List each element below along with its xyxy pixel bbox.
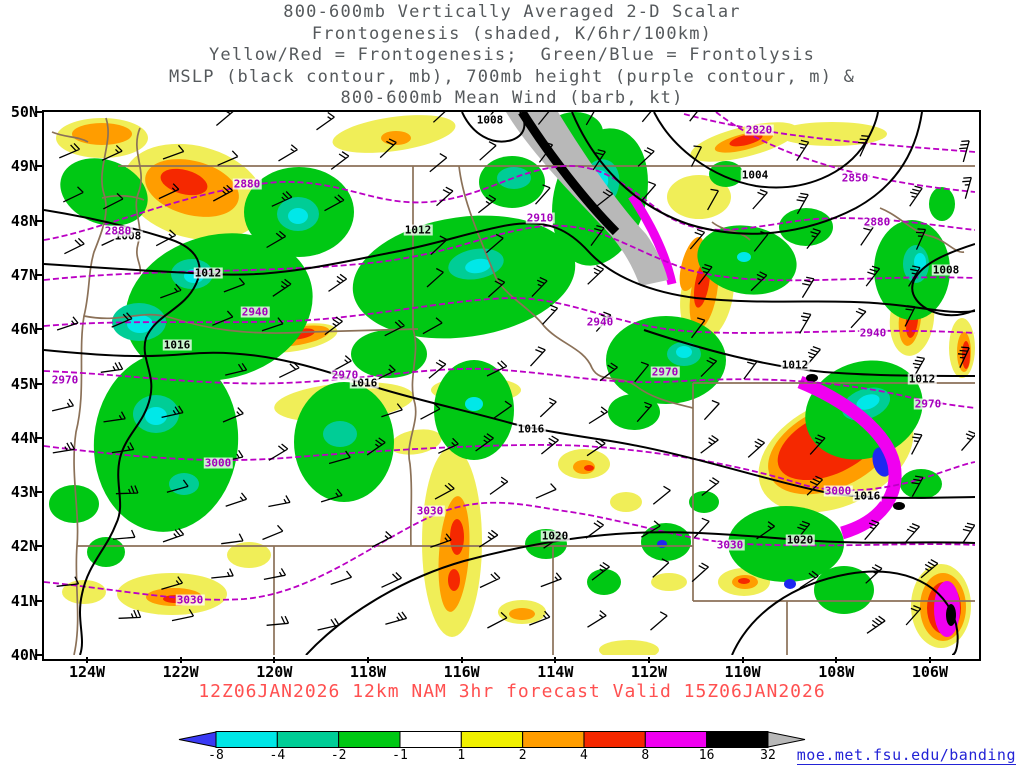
lon-tick (554, 657, 557, 663)
lat-label: 50N (10, 103, 38, 121)
lon-tick (928, 657, 931, 663)
lat-tick (35, 654, 42, 656)
colorbar-segment--2 to -1 (338, 731, 401, 748)
lat-tick (35, 599, 42, 602)
wind-barb-glyphs (51, 112, 975, 634)
lat-tick (35, 382, 42, 385)
lat-tick (35, 273, 42, 276)
forecast-caption: 12Z06JAN2026 12km NAM 3hr forecast Valid… (198, 681, 826, 702)
colorbar (178, 731, 806, 748)
colorbar-segment-4 to 8 (583, 731, 646, 748)
credit-link[interactable]: moe.met.fsu.edu/banding (796, 746, 1016, 765)
lat-tick (35, 436, 42, 439)
map-canvas (44, 112, 975, 655)
lon-tick (647, 657, 650, 663)
title-line: Yellow/Red = Frontogenesis; Green/Blue =… (208, 45, 816, 65)
colorbar-tick-label: 2 (518, 748, 527, 763)
lon-label: 108W (818, 663, 855, 681)
colorbar-segment-<-8 (178, 731, 217, 748)
lon-label: 122W (162, 663, 199, 681)
lon-tick (460, 657, 463, 663)
lat-label: 45N (10, 374, 38, 393)
lat-label: 46N (10, 320, 38, 339)
colorbar-tick-label: -8 (208, 748, 224, 763)
lon-tick (179, 657, 182, 663)
colorbar-tick-label: 8 (641, 748, 650, 763)
colorbar-segment--4 to -2 (276, 731, 340, 748)
colorbar-tick-label: -4 (269, 748, 286, 763)
colorbar-tick-label: 32 (760, 748, 776, 763)
colorbar-segment-2 to 4 (522, 731, 585, 748)
wind-barbs (51, 112, 975, 634)
chart-title: 800-600mb Vertically Averaged 2-D Scalar… (0, 2, 1024, 110)
title-line: 800-600mb Mean Wind (barb, kt) (340, 88, 684, 108)
title-line: MSLP (black contour, mb), 700mb height (… (168, 66, 856, 87)
lat-label: 48N (10, 211, 38, 230)
lat-label: 42N (10, 537, 38, 556)
colorbar-segment-16 to 32 (706, 731, 769, 748)
colorbar-tick-label: 16 (698, 748, 715, 763)
lat-label: 41N (10, 591, 38, 610)
lat-tick (35, 328, 42, 331)
state-borders (51, 117, 975, 655)
lon-label: 106W (911, 663, 948, 681)
title-line: Frontogenesis (shaded, K/6hr/100km) (311, 23, 713, 44)
lon-tick (86, 657, 88, 663)
lat-tick (35, 111, 42, 113)
lon-tick (273, 657, 276, 663)
colorbar-tick-label: 1 (457, 748, 466, 763)
colorbar-scale (178, 731, 806, 748)
colorbar-segment--1 to 1 (399, 731, 462, 748)
lon-tick (741, 657, 744, 663)
colorbar-segment-1 to 2 (460, 731, 524, 748)
lon-label: 120W (256, 663, 293, 681)
map-frame: 1008 1012 1016 1012 1008 1004 1008 1012 1012 1016… (42, 110, 981, 661)
lat-label: 49N (10, 157, 38, 176)
lat-label: 43N (10, 483, 38, 502)
lat-tick (35, 491, 42, 494)
lon-tick (835, 657, 838, 663)
colorbar-segment->32 (767, 731, 806, 748)
colorbar-segment-8 to 16 (644, 731, 708, 748)
colorbar-tick-label: -2 (330, 748, 347, 763)
lon-label: 124W (68, 663, 106, 681)
colorbar-segment--8 to -4 (215, 731, 278, 748)
lat-label: 44N (10, 428, 38, 447)
title-line: 800-600mb Vertically Averaged 2-D Scalar (283, 2, 741, 22)
colorbar-tick-label: -1 (392, 748, 408, 763)
lon-label: 114W (537, 663, 574, 681)
lat-label: 47N (10, 265, 38, 284)
lon-label: 110W (724, 663, 761, 681)
lat-tick (35, 219, 42, 222)
lon-label: 116W (443, 663, 480, 681)
lon-label: 118W (349, 663, 387, 681)
colorbar-tick-label: 4 (580, 748, 588, 763)
lon-label: 112W (630, 663, 668, 681)
lat-tick (35, 165, 42, 168)
lon-tick (366, 657, 369, 663)
lat-label: 40N (10, 646, 38, 664)
lat-tick (35, 545, 42, 548)
